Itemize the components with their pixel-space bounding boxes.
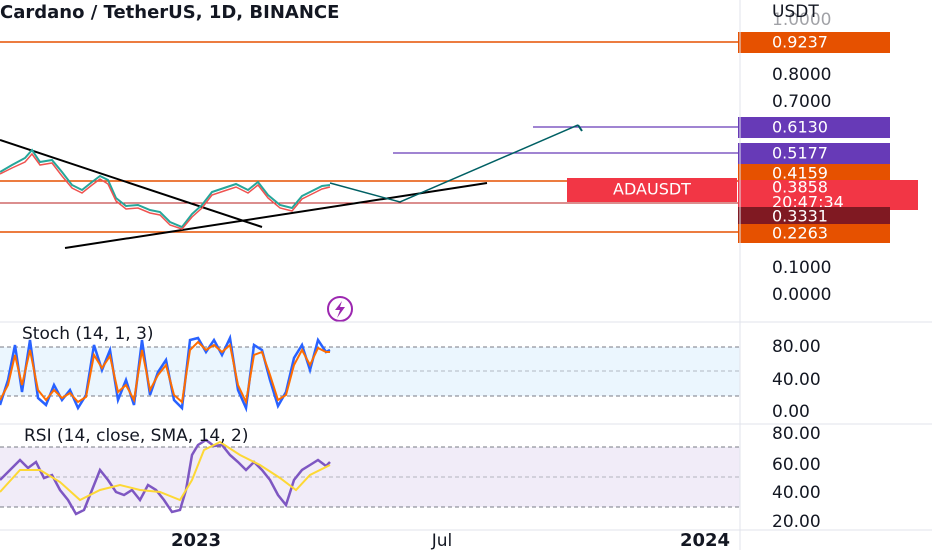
projection-arrow [577, 124, 583, 132]
indicator-title: Stoch (14, 1, 3) [22, 324, 154, 344]
price-tag [738, 207, 890, 226]
stoch-k [0, 333, 331, 413]
indicator-axis-label: 0.00 [772, 402, 810, 422]
rsi-sma [0, 440, 331, 502]
price-tag [738, 32, 890, 53]
symbol-tag [567, 178, 737, 202]
indicator-title: RSI (14, close, SMA, 14, 2) [24, 426, 248, 446]
indicator-axis-label: 60.00 [772, 455, 821, 475]
price-tag [738, 143, 890, 164]
rsi-line [0, 438, 331, 516]
time-axis-label: 2023 [171, 530, 221, 550]
projection-path [329, 124, 579, 203]
price-tag-text: 0.9237 [772, 33, 828, 52]
last-price-tag [738, 180, 918, 210]
currency-label: USDT [772, 2, 819, 22]
price-tag-text: 0.6130 [772, 118, 828, 137]
price-tag [738, 224, 890, 243]
trend-line [0, 139, 263, 228]
bar-countdown: 20:47:34 [772, 193, 844, 212]
price-series [0, 152, 331, 230]
price-tag-text: 0.2263 [772, 224, 828, 243]
price-axis-label: 0.7000 [772, 92, 831, 112]
price-axis-label: 0.0000 [772, 285, 831, 305]
price-axis-label: 1.0000 [772, 10, 831, 30]
price-axis-label: 0.1000 [772, 258, 831, 278]
indicator-axis-label: 40.00 [772, 483, 821, 503]
indicator-axis-label: 80.00 [772, 424, 821, 444]
indicator-axis-label: 40.00 [772, 370, 821, 390]
price-tag-text: 0.5177 [772, 144, 828, 163]
price-series [0, 148, 331, 229]
price-tag-text: 0.4159 [772, 164, 828, 183]
time-axis-label: 2024 [680, 530, 730, 550]
indicator-axis-label: 80.00 [772, 337, 821, 357]
time-axis-label: Jul [431, 531, 453, 550]
symbol-name: ADAUSDT [613, 180, 691, 199]
chart-title: Cardano / TetherUS, 1D, BINANCE [0, 2, 339, 23]
alert-icon-bolt [335, 301, 345, 318]
trend-line [64, 182, 488, 249]
price-tag [738, 164, 890, 184]
price-tag [738, 117, 890, 138]
last-price: 0.3858 [772, 178, 828, 197]
indicator-axis-label: 20.00 [772, 512, 821, 532]
stoch-d [0, 340, 330, 406]
price-axis-label: 0.8000 [772, 65, 831, 85]
rsi-band [0, 447, 740, 507]
price-tag-text: 0.3331 [772, 207, 828, 226]
